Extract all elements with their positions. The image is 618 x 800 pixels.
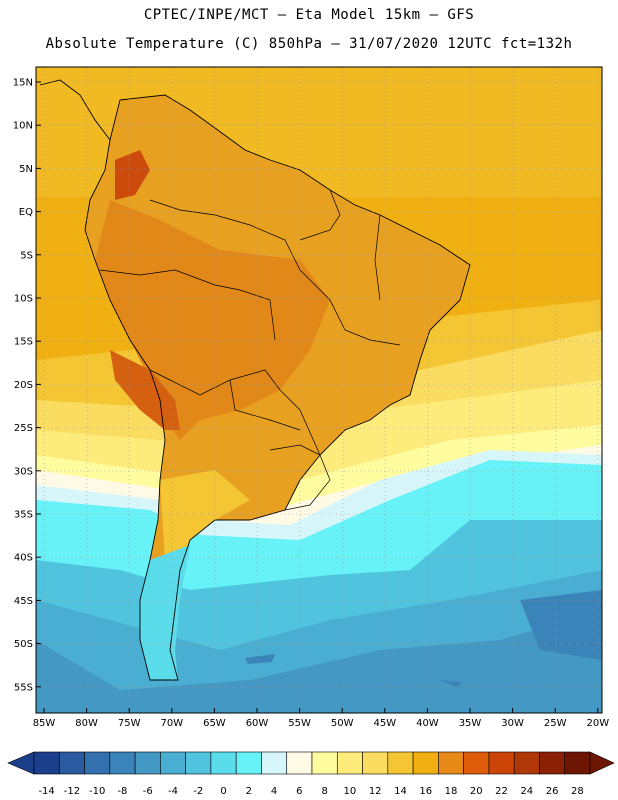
lat-label: 40S [14,553,33,564]
colorbar-label: -10 [89,786,105,797]
colorbar-swatch [235,751,262,775]
colorbar-swatch [58,751,85,775]
latitude-labels: 15N 10N 5N EQ 5S 10S 15S 20S 25S 30S 35S 40S 45S 50S 5… [13,78,41,693]
lon-label: 20W [586,718,609,729]
lon-label: 45W [373,718,396,729]
lon-label: 75W [118,718,141,729]
land-hot-north [115,150,150,200]
colorbar-swatch [412,751,439,775]
lon-label: 85W [33,718,56,729]
colorbar-swatch [336,751,363,775]
country-borders [99,189,401,511]
lon-label: 30W [501,718,524,729]
lat-label: 15N [13,78,33,89]
colorbar-label: 0 [220,786,226,797]
colorbar-label: 10 [344,786,357,797]
colorbar-label: -8 [117,786,127,797]
lat-label: EQ [19,207,33,218]
colorbar-arrow-left [7,751,35,775]
lat-label: 5S [20,250,33,261]
colorbar-swatch [438,751,464,775]
land-cool-south [160,470,250,570]
colorbar-label: -12 [64,786,80,797]
land-patagonia [140,545,190,680]
chart-subtitle: Absolute Temperature (C) 850hPa – 31/07/… [45,36,573,52]
lon-label: 70W [160,718,183,729]
lat-label: 10S [14,294,33,305]
colorbar-swatch [261,751,288,775]
colorbar-label: 2 [246,786,252,797]
colorbar-label: -14 [38,786,54,797]
lat-label: 45S [14,596,33,607]
colorbar-swatch [463,751,490,775]
chart-title: CPTEC/INPE/MCT – Eta Model 15km – GFS [143,7,475,23]
lon-label: 40W [416,718,439,729]
colorbar-arrow-right [589,751,615,775]
lon-label: 65W [203,718,226,729]
colorbar-label: 16 [419,786,432,797]
colorbar-label: 6 [296,786,302,797]
longitude-labels: 85W 80W 75W 70W 65W 60W 55W 50W 45W 40W 35W 30W 25W 2… [33,708,609,729]
colorbar-swatch [134,751,161,775]
colorbar-swatch [185,751,212,775]
lon-label: 25W [544,718,567,729]
lat-label: 25S [14,423,33,434]
colorbar-label: -2 [193,786,203,797]
coastline [84,94,471,681]
map-frame [35,66,603,714]
colorbar-label: 18 [445,786,458,797]
islands [245,654,462,688]
colorbar-swatch [160,751,186,775]
colorbar-swatch [311,751,338,775]
lon-label: 35W [459,718,482,729]
colorbar-swatch [539,751,566,775]
colorbar-label: 28 [571,786,584,797]
color-scale-bar: -14 -12 -10 -8 -6 -4 -2 0 2 4 6 8 10 12 14 16 18 20 22 24 26… [7,751,615,797]
colorbar-swatch [210,751,237,775]
lat-label: 15S [14,337,33,348]
colorbar-label: 22 [495,786,508,797]
colorbar-label: 4 [271,786,277,797]
cold-patch [520,590,602,660]
lat-label: 20S [14,380,33,391]
colorbar-label: 20 [470,786,483,797]
central-america [39,79,111,141]
colorbar-label: -6 [143,786,153,797]
colorbar-swatch [513,751,540,775]
lon-label: 80W [75,718,98,729]
colorbar-swatch [33,751,60,775]
colorbar-swatch [109,751,136,775]
lat-label: 50S [14,639,33,650]
colorbar-label: 26 [546,786,559,797]
colorbar-swatch [488,751,515,775]
lon-label: 50W [331,718,354,729]
lat-label: 5N [19,164,33,175]
colorbar-swatch [362,751,389,775]
lon-label: 60W [246,718,269,729]
colorbar-swatch [387,751,414,775]
colorbar-label: 12 [369,786,382,797]
lat-label: 55S [14,682,33,693]
lon-label: 55W [288,718,311,729]
lat-label: 30S [14,466,33,477]
land-hot-core [110,350,180,430]
colorbar-label: -4 [168,786,178,797]
colorbar-label: 24 [520,786,533,797]
lat-label: 10N [13,121,33,132]
colorbar-label: 8 [321,786,327,797]
colorbar-swatch [286,751,313,775]
colorbar-swatch [84,751,111,775]
colorbar-swatch [564,751,591,775]
colorbar-label: 14 [394,786,407,797]
lat-label: 35S [14,510,33,521]
